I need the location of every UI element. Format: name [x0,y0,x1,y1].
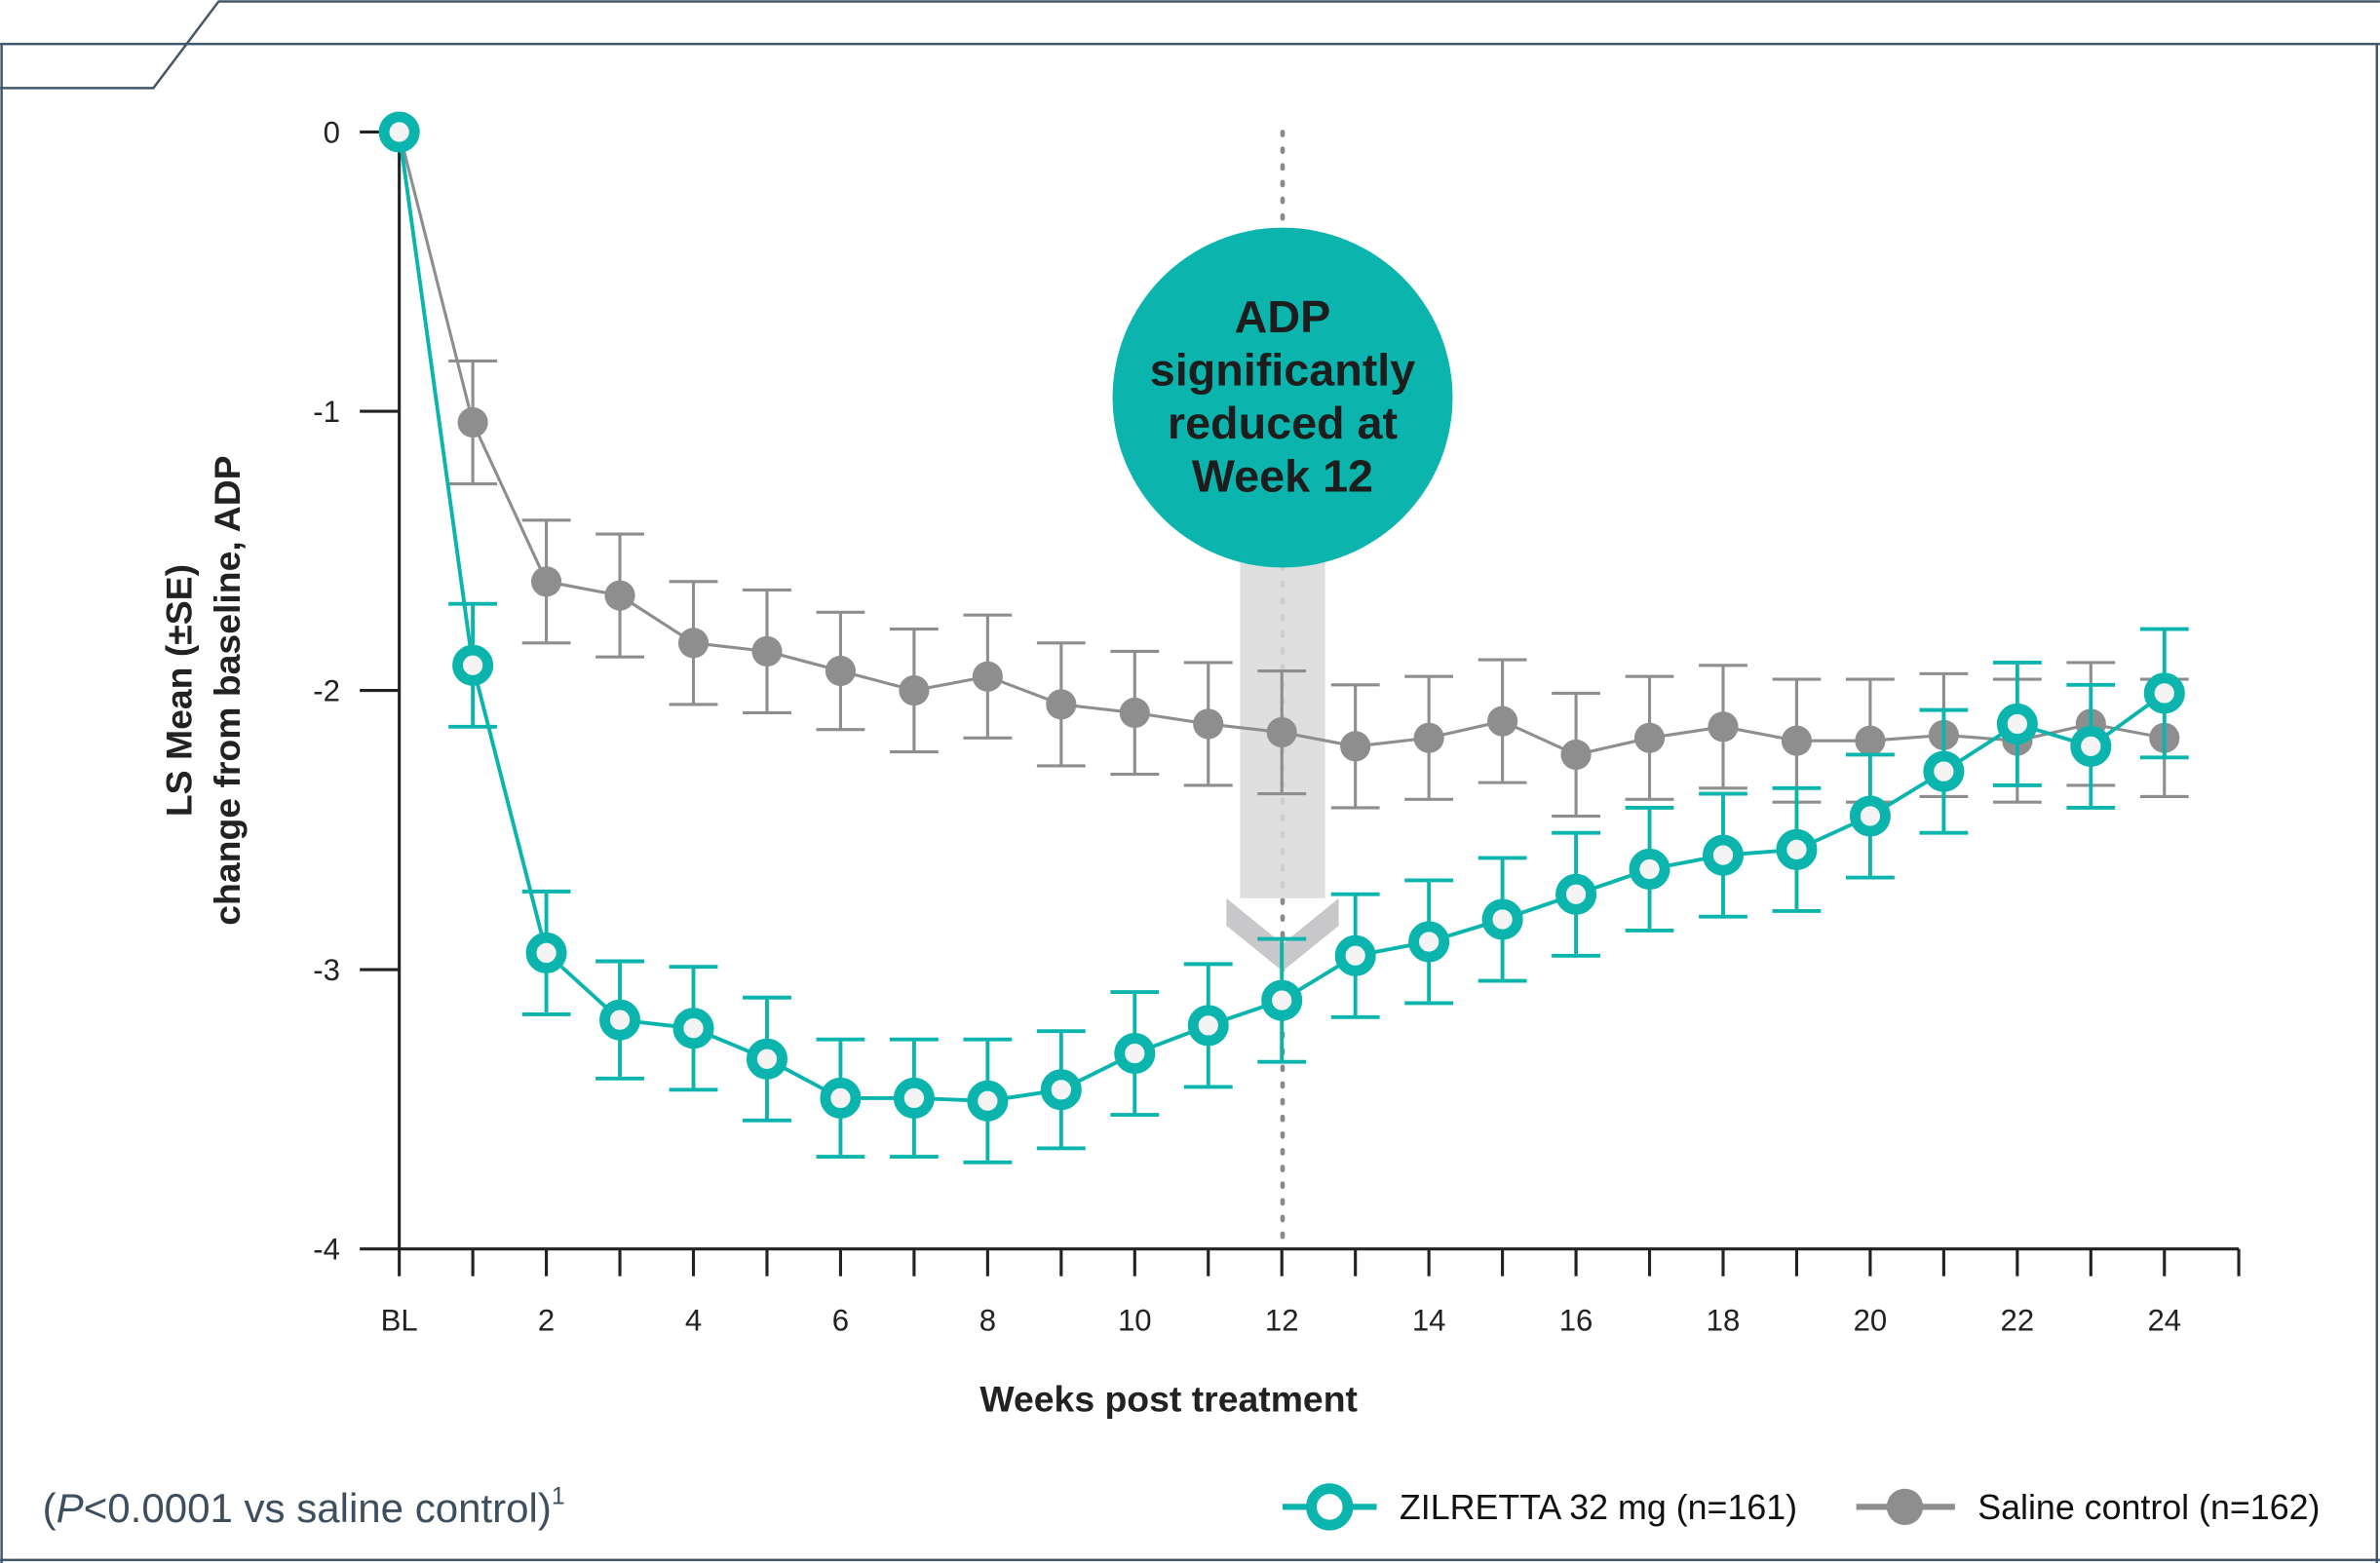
data-point [972,661,1003,692]
x-tick-label: 12 [1265,1304,1299,1338]
x-axis-title: Weeks post treatment [979,1378,1358,1419]
data-point [1702,834,1745,876]
data-point [825,655,857,687]
data-point [899,674,930,706]
data-point [1114,1033,1156,1075]
legend-item-zilretta: ZILRETTA 32 mg (n=161) [1282,1483,1797,1531]
data-point [1560,739,1592,771]
legend-label-zilretta: ZILRETTA 32 mg (n=161) [1400,1488,1797,1527]
callout-line-4: Week 12 [1192,451,1373,502]
data-point [378,111,420,153]
data-point [746,1038,787,1080]
data-point [1193,708,1224,740]
data-point [1923,750,1965,792]
data-point [525,932,567,973]
data-point [820,1077,862,1119]
data-point [1334,934,1376,976]
data-point [1996,703,2038,744]
data-point [604,580,635,611]
data-point [1040,1069,1082,1111]
data-point [751,635,783,667]
data-point [677,628,710,659]
data-point [599,999,641,1041]
legend: ZILRETTA 32 mg (n=161) Saline control (n… [1282,1483,2320,1531]
data-point [967,1080,1009,1122]
data-point [1481,898,1523,940]
y-axis-title-line-2: change from baseline, ADP [207,455,248,925]
data-point [1413,722,1444,753]
data-point [2070,725,2112,767]
data-point [1849,795,1891,837]
y-tick-label: -4 [313,1233,340,1267]
data-point [1855,725,1886,756]
callout-line-2: significantly [1150,345,1416,396]
x-tick-label: 8 [979,1304,996,1338]
x-tick-label: 10 [1118,1304,1152,1338]
data-point [1633,722,1666,753]
y-tick-label: -2 [313,673,340,707]
data-point [1187,1005,1229,1047]
x-tick-label: 18 [1707,1304,1741,1338]
data-point [893,1077,935,1119]
x-tick-label: 6 [832,1304,849,1338]
legend-label-saline: Saline control (n=162) [1977,1488,2320,1527]
x-tick-label: BL [381,1304,418,1338]
data-point [1119,697,1150,729]
data-point [672,1008,714,1049]
data-point [1340,731,1371,762]
y-tick-label: -1 [313,395,340,429]
data-point [1781,725,1813,756]
data-point [1261,979,1303,1021]
data-point [1708,711,1739,743]
x-tick-label: 16 [1559,1304,1593,1338]
callout-bubble: ADP significantly reduced at Week 12 [1112,227,1453,568]
legend-item-saline: Saline control (n=162) [1856,1488,2320,1527]
data-point [1046,689,1077,720]
y-tick-label: -3 [313,953,340,987]
data-point [1266,716,1297,748]
x-tick-label: 20 [1854,1304,1888,1338]
footnote: (P<0.0001 vs saline control)1 [43,1482,565,1531]
data-point [2143,672,2185,714]
data-point [1408,921,1450,963]
data-point [531,566,562,597]
data-point [452,644,494,686]
data-point [1629,848,1670,890]
data-point [1487,705,1518,737]
x-tick-label: 22 [2001,1304,2035,1338]
x-tick-label: 2 [538,1304,555,1338]
y-tick-label: 0 [324,115,340,149]
callout-line-1: ADP [1235,291,1331,342]
data-point [1555,873,1597,915]
x-tick-label: 4 [685,1304,702,1338]
data-point [1776,828,1818,870]
x-tick-label: 24 [2147,1304,2181,1338]
x-tick-label: 14 [1412,1304,1446,1338]
y-axis-title-line-1: LS Mean (±SE) [158,564,199,817]
callout-line-3: reduced at [1168,398,1398,448]
series-saline [398,132,2189,819]
data-point [457,406,488,438]
series-zilretta [378,111,2189,1164]
